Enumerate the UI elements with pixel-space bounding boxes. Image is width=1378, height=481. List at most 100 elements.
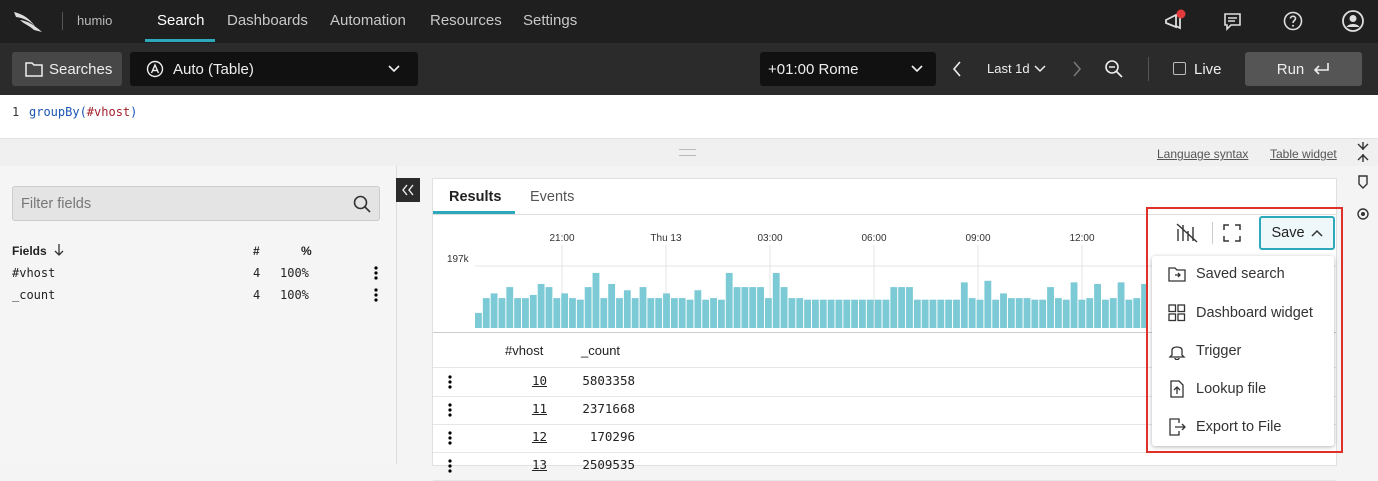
histogram-bar	[553, 298, 560, 328]
field-name[interactable]: #vhost	[12, 266, 55, 280]
help-link[interactable]: Language syntax	[1157, 147, 1248, 161]
column-header: %	[301, 244, 312, 258]
menu-label: Export to File	[1196, 419, 1281, 435]
histogram-bar	[655, 298, 662, 328]
histogram-bar	[992, 300, 999, 328]
histogram-bar	[1000, 293, 1007, 328]
histogram-bar	[1133, 298, 1140, 328]
column-header[interactable]: #vhost	[505, 343, 543, 358]
field-name[interactable]: _count	[12, 288, 55, 302]
x-tick-label: Thu 13	[650, 233, 682, 244]
histogram-bar	[773, 273, 780, 328]
save-button[interactable]: Save	[1259, 216, 1335, 250]
menu-icon	[1168, 266, 1186, 282]
feedback-icon[interactable]	[1222, 11, 1244, 33]
menu-label: Saved search	[1196, 266, 1285, 282]
row-menu[interactable]	[448, 403, 452, 417]
run-button[interactable]: Run	[1245, 52, 1362, 86]
column-header[interactable]: _count	[581, 343, 620, 358]
menu-item[interactable]: Saved search	[1168, 266, 1285, 282]
help-link[interactable]: Table widget	[1270, 147, 1337, 161]
live-checkbox[interactable]	[1173, 62, 1186, 75]
vhost-cell[interactable]: 11	[532, 401, 547, 416]
menu-item[interactable]: Lookup file	[1168, 380, 1266, 398]
menu-item[interactable]: Export to File	[1168, 418, 1281, 436]
kebab-icon	[448, 431, 452, 445]
fields-panel: Filter fields Fields # % #vhost 4 100% _…	[0, 166, 397, 464]
histogram-bar	[694, 290, 701, 328]
histogram-bar	[483, 298, 490, 328]
histogram-bar	[1071, 282, 1078, 328]
nav-tab[interactable]: Search	[157, 12, 205, 29]
row-menu[interactable]	[448, 375, 452, 389]
menu-item[interactable]: Dashboard widget	[1168, 304, 1313, 322]
live-label: Live	[1194, 61, 1222, 78]
query-token: #vhost	[87, 105, 130, 119]
histogram-bar	[875, 300, 882, 328]
searches-button[interactable]: Searches	[12, 52, 122, 86]
nav-tab[interactable]: Settings	[523, 12, 577, 29]
histogram-bar	[1086, 298, 1093, 328]
menu-label: Dashboard widget	[1196, 305, 1313, 321]
menu-label: Lookup file	[1196, 381, 1266, 397]
histogram-bar	[561, 293, 568, 328]
vhost-cell[interactable]: 13	[532, 457, 547, 472]
histogram-bar	[734, 287, 741, 328]
folder-icon	[25, 61, 43, 77]
histogram-bar	[499, 298, 506, 328]
help-icon[interactable]	[1282, 10, 1304, 32]
notifications-icon[interactable]	[1162, 8, 1188, 34]
previous-range[interactable]	[951, 61, 963, 77]
x-tick-label: 21:00	[549, 233, 574, 244]
vhost-cell[interactable]: 10	[532, 373, 547, 388]
nav-tab[interactable]: Automation	[330, 12, 406, 29]
vhost-cell[interactable]: 12	[532, 429, 547, 444]
x-tick-label: 06:00	[861, 233, 886, 244]
row-menu[interactable]	[374, 266, 378, 280]
count-cell: 2371668	[582, 401, 635, 416]
histogram-bar	[1047, 287, 1054, 328]
chevron-down	[1034, 64, 1046, 73]
query-editor[interactable]: 1 groupBy(#vhost)	[0, 95, 1378, 138]
menu-item[interactable]: Trigger	[1168, 342, 1241, 360]
histogram-bar	[546, 287, 553, 328]
histogram-bar	[1008, 298, 1015, 328]
top-nav: humio Search Dashboards Automation Resou…	[0, 0, 1378, 43]
resize-handle[interactable]	[679, 149, 696, 156]
histogram-bar	[491, 293, 498, 328]
histogram-bar	[577, 300, 584, 328]
histogram-bar	[867, 300, 874, 328]
histogram-bar	[1016, 298, 1023, 328]
column-header[interactable]: Fields	[12, 244, 47, 258]
nav-tab[interactable]: Resources	[430, 12, 502, 29]
field-count: 4	[253, 288, 260, 302]
chevron-down	[387, 64, 401, 74]
account-icon[interactable]	[1341, 9, 1365, 33]
filter-input[interactable]: Filter fields	[12, 186, 380, 221]
results-tab[interactable]: Events	[530, 189, 574, 205]
histogram-bar	[1055, 298, 1062, 328]
results-tab[interactable]: Results	[449, 189, 501, 205]
histogram-bar	[1125, 300, 1132, 328]
histogram-bar	[828, 300, 835, 328]
menu-icon	[1168, 342, 1186, 360]
histogram-bar	[859, 300, 866, 328]
range-select[interactable]: Last 1d	[987, 61, 1030, 76]
row-menu[interactable]	[448, 459, 452, 473]
fullscreen-icon[interactable]	[1223, 224, 1241, 242]
row-menu[interactable]	[448, 431, 452, 445]
chevron-up	[1311, 229, 1323, 237]
timezone-select[interactable]: +01:00 Rome	[760, 52, 936, 86]
field-percent: 100%	[280, 288, 309, 302]
zoom-out[interactable]	[1104, 59, 1124, 79]
row-menu[interactable]	[374, 288, 378, 302]
collapse-button[interactable]	[396, 178, 420, 202]
select-label: +01:00 Rome	[768, 61, 858, 78]
chart-toggle-icon[interactable]	[1176, 223, 1198, 243]
widget-select[interactable]: Auto (Table)	[130, 52, 418, 86]
enter-icon	[1312, 62, 1330, 76]
button-label: Save	[1271, 225, 1304, 241]
nav-tab[interactable]: Dashboards	[227, 12, 308, 29]
histogram-bar	[788, 298, 795, 328]
histogram-bar	[600, 298, 607, 328]
